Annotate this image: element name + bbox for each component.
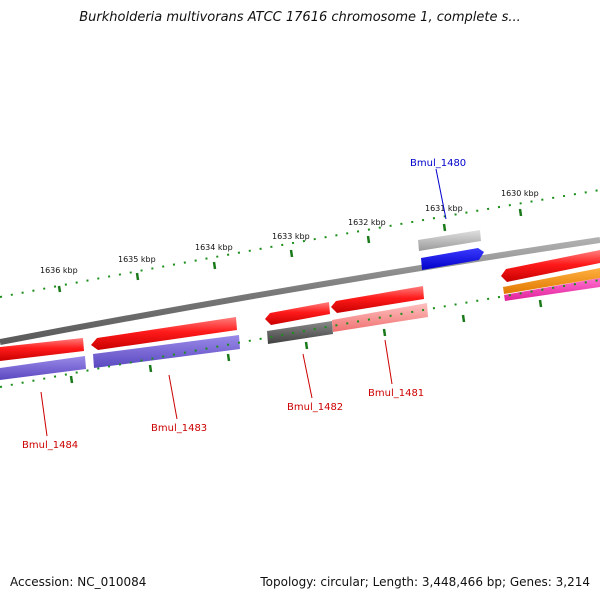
gene-leader-lines	[40, 168, 447, 437]
reverse-strand-features	[0, 250, 600, 380]
ruler-label: 1633 kbp	[272, 232, 310, 241]
gene-label-bmul-1480[interactable]: Bmul_1480	[410, 158, 466, 169]
ruler-label: 1630 kbp	[501, 189, 539, 198]
gene-label-bmul-1481[interactable]: Bmul_1481	[368, 388, 424, 399]
outer-ruler	[0, 189, 600, 298]
gene-bmul-1482[interactable]	[265, 302, 330, 325]
gene-bmul-1482-track[interactable]	[267, 321, 333, 344]
ruler-label: 1636 kbp	[40, 266, 78, 275]
genome-backbone	[0, 237, 600, 345]
ruler-label: 1632 kbp	[348, 218, 386, 227]
accession-text: Accession: NC_010084	[10, 575, 147, 589]
gene-right-edge[interactable]	[501, 250, 600, 282]
gene-bmul-1484[interactable]	[0, 338, 84, 361]
gene-label-bmul-1482[interactable]: Bmul_1482	[287, 402, 343, 413]
gene-bmul-1481[interactable]	[331, 286, 424, 313]
gene-label-bmul-1484[interactable]: Bmul_1484	[22, 440, 78, 451]
gene-bmul-1483-track[interactable]	[93, 335, 240, 368]
gene-label-bmul-1483[interactable]: Bmul_1483	[151, 423, 207, 434]
ruler-label: 1634 kbp	[195, 243, 233, 252]
gene-bmul-1480[interactable]	[421, 248, 484, 270]
genome-summary-text: Topology: circular; Length: 3,448,466 bp…	[260, 575, 590, 589]
forward-strand-features	[418, 230, 484, 270]
gene-right-edge-track-magenta[interactable]	[504, 278, 600, 301]
ruler-label: 1635 kbp	[118, 255, 156, 264]
gene-bmul-1484-track[interactable]	[0, 356, 86, 380]
gene-right-edge-track-orange[interactable]	[503, 268, 600, 294]
map-title: Burkholderia multivorans ATCC 17616 chro…	[79, 10, 521, 25]
gene-bmul-1483[interactable]	[91, 317, 237, 350]
gene-labels: Bmul_1480 Bmul_1481 Bmul_1482 Bmul_1483 …	[22, 158, 466, 451]
gene-bmul-1480-track[interactable]	[418, 230, 481, 251]
inner-ruler	[0, 279, 600, 388]
